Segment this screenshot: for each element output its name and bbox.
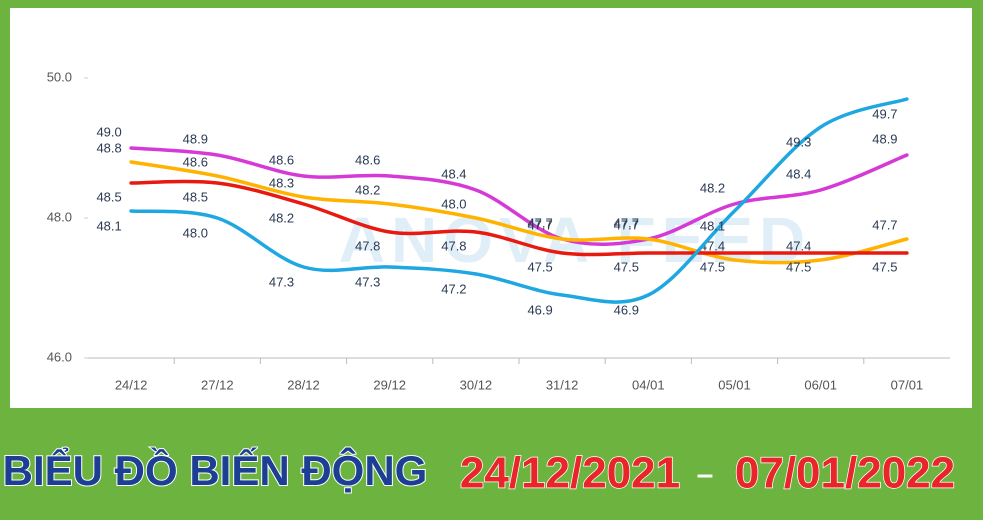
series-line bbox=[129, 97, 909, 304]
data-label: 46.9 bbox=[527, 302, 552, 317]
data-label: 48.0 bbox=[183, 225, 208, 240]
y-tick-label: 48.0 bbox=[47, 209, 72, 224]
data-label: 48.0 bbox=[441, 196, 466, 211]
data-label: 48.8 bbox=[96, 140, 121, 155]
data-label: 47.8 bbox=[355, 238, 380, 253]
x-tick-label: 27/12 bbox=[201, 377, 234, 392]
data-label: 48.6 bbox=[355, 152, 380, 167]
data-label: 48.4 bbox=[441, 166, 466, 181]
data-label: 47.4 bbox=[786, 238, 811, 253]
data-label: 47.7 bbox=[614, 217, 639, 232]
data-label: 48.2 bbox=[700, 180, 725, 195]
data-label: 47.7 bbox=[527, 217, 552, 232]
series-line bbox=[129, 146, 909, 246]
data-label: 47.7 bbox=[872, 217, 897, 232]
x-tick-label: 30/12 bbox=[460, 377, 493, 392]
date-to: 07/01/2022 bbox=[735, 449, 955, 498]
data-label: 48.9 bbox=[872, 131, 897, 146]
data-label: 49.0 bbox=[96, 124, 121, 139]
x-tick-label: 05/01 bbox=[718, 377, 751, 392]
data-label: 47.5 bbox=[527, 259, 552, 274]
data-label: 47.8 bbox=[441, 238, 466, 253]
chart-panel bbox=[10, 8, 972, 408]
data-label: 48.1 bbox=[96, 218, 121, 233]
data-label: 49.3 bbox=[786, 134, 811, 149]
series-line bbox=[129, 179, 909, 257]
data-label: 48.6 bbox=[183, 154, 208, 169]
data-label: 48.5 bbox=[183, 189, 208, 204]
x-tick-label: 28/12 bbox=[287, 377, 320, 392]
data-label: 47.5 bbox=[872, 259, 897, 274]
data-label: 47.7 bbox=[614, 215, 639, 230]
data-label: 48.5 bbox=[96, 189, 121, 204]
data-label: 48.1 bbox=[700, 218, 725, 233]
x-tick-label: 07/01 bbox=[891, 377, 924, 392]
data-label: 48.9 bbox=[183, 131, 208, 146]
data-label: 48.2 bbox=[355, 182, 380, 197]
data-label: 48.2 bbox=[269, 210, 294, 225]
y-tick-label: 46.0 bbox=[47, 349, 72, 364]
data-label: 48.4 bbox=[786, 166, 811, 181]
x-tick-label: 31/12 bbox=[546, 377, 579, 392]
data-label: 48.3 bbox=[269, 175, 294, 190]
data-label: 47.5 bbox=[786, 259, 811, 274]
series-line bbox=[129, 160, 909, 265]
data-label: 48.6 bbox=[269, 152, 294, 167]
y-tick-label: 50.0 bbox=[47, 69, 72, 84]
x-tick-label: 06/01 bbox=[804, 377, 837, 392]
data-label: 46.9 bbox=[614, 302, 639, 317]
data-label: 47.3 bbox=[269, 274, 294, 289]
x-tick-label: 24/12 bbox=[115, 377, 148, 392]
x-tick-label: 29/12 bbox=[373, 377, 406, 392]
data-label: 47.2 bbox=[441, 281, 466, 296]
banner-title: BIỂU ĐỒ BIẾN ĐỘNG bbox=[3, 446, 428, 494]
x-tick-label: 04/01 bbox=[632, 377, 665, 392]
data-label: 47.5 bbox=[700, 259, 725, 274]
data-label: 47.3 bbox=[355, 274, 380, 289]
data-label: 49.7 bbox=[872, 106, 897, 121]
data-label: 47.5 bbox=[614, 259, 639, 274]
date-separator: – bbox=[697, 458, 714, 491]
date-from: 24/12/2021 bbox=[460, 449, 680, 498]
data-label: 47.7 bbox=[527, 215, 552, 230]
